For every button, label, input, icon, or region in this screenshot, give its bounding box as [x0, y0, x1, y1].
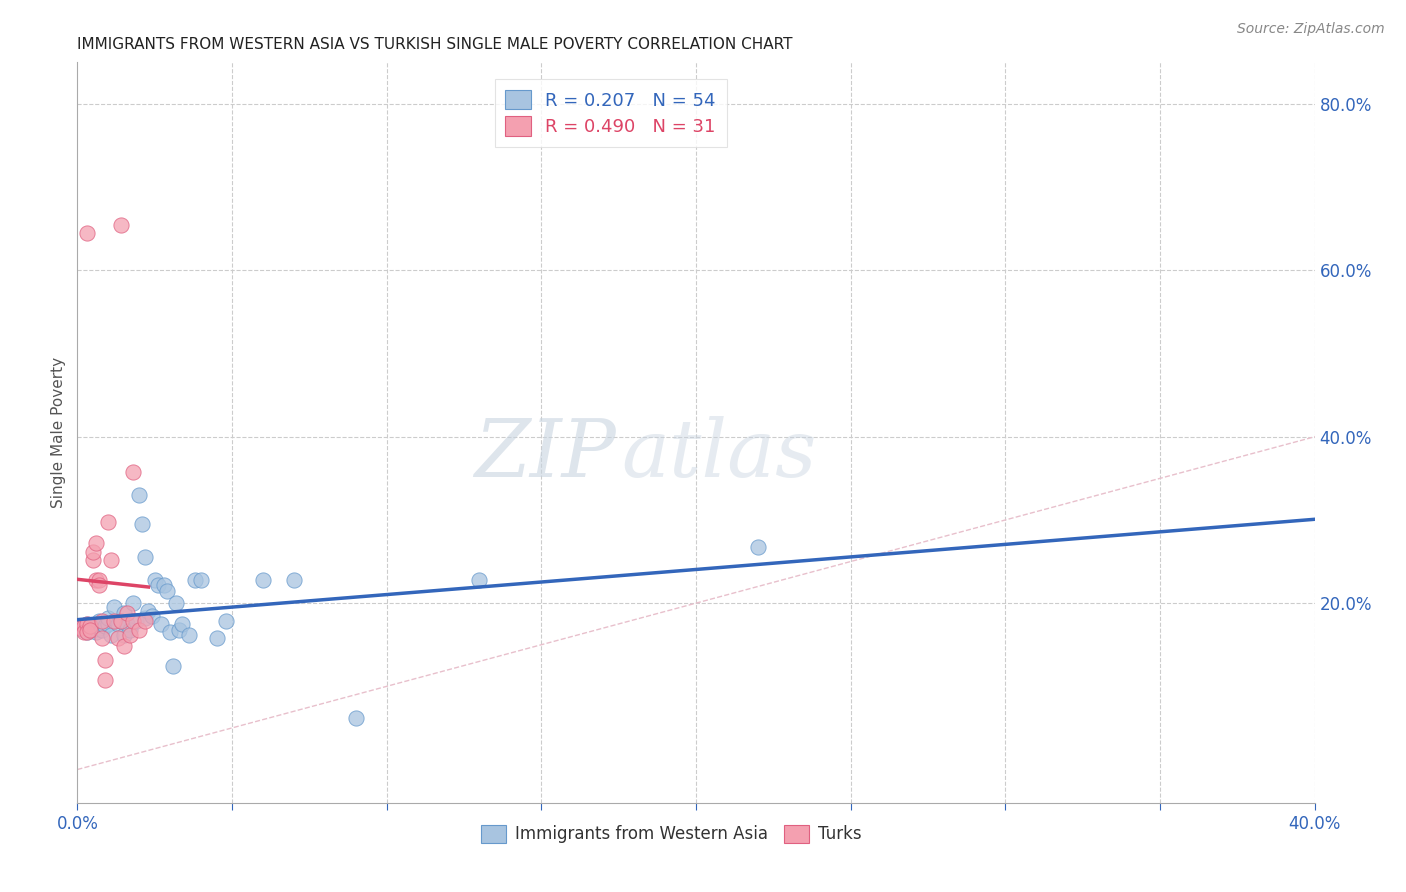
Point [76, 226, 98, 240]
Text: Source: ZipAtlas.com: Source: ZipAtlas.com [1237, 22, 1385, 37]
Point [128, 488, 150, 502]
Point [72, 619, 94, 633]
Point [84, 536, 107, 550]
Point [215, 615, 238, 629]
Point [134, 611, 156, 625]
Point [79, 623, 101, 637]
Point [69, 621, 91, 635]
Point [84, 625, 107, 640]
Point [76, 625, 98, 640]
Point [141, 608, 163, 623]
Point [184, 573, 207, 587]
Point [118, 628, 141, 642]
Point [107, 631, 129, 645]
Point [177, 628, 200, 642]
Point [122, 615, 145, 629]
Point [283, 573, 305, 587]
Point [100, 628, 122, 642]
Point [169, 623, 191, 637]
Point [190, 573, 212, 587]
Point [146, 578, 169, 592]
Point [94, 653, 117, 667]
Point [747, 540, 769, 554]
Text: ZIP: ZIP [474, 416, 616, 493]
Point [91, 631, 114, 645]
Point [103, 615, 125, 629]
Point [468, 573, 491, 587]
Point [100, 553, 122, 567]
Point [87, 615, 110, 629]
Point [205, 631, 228, 645]
Point [72, 623, 94, 637]
Point [110, 615, 132, 629]
Point [172, 616, 194, 631]
Point [84, 619, 107, 633]
Point [131, 517, 153, 532]
Legend: Immigrants from Western Asia, Turks: Immigrants from Western Asia, Turks [475, 818, 868, 850]
Point [76, 625, 98, 640]
Point [162, 658, 184, 673]
Point [138, 605, 160, 619]
Point [115, 616, 138, 631]
Point [79, 621, 101, 635]
Point [87, 621, 110, 635]
Point [143, 573, 166, 587]
Point [344, 711, 367, 725]
Point [82, 623, 104, 637]
Point [82, 553, 104, 567]
Point [79, 623, 101, 637]
Point [134, 615, 156, 629]
Point [125, 615, 148, 629]
Point [87, 573, 110, 587]
Point [118, 623, 141, 637]
Point [91, 623, 114, 637]
Point [153, 578, 176, 592]
Point [76, 616, 98, 631]
Point [82, 544, 104, 558]
Point [97, 611, 120, 625]
Point [110, 615, 132, 629]
Point [134, 550, 156, 565]
Point [159, 625, 181, 640]
Point [94, 619, 117, 633]
Point [87, 578, 110, 592]
Point [156, 583, 179, 598]
Point [149, 616, 172, 631]
Point [128, 623, 150, 637]
Point [252, 573, 274, 587]
Point [84, 573, 107, 587]
Point [115, 606, 138, 620]
Text: atlas: atlas [621, 416, 817, 493]
Point [69, 621, 91, 635]
Point [82, 618, 104, 632]
Point [110, 218, 132, 232]
Point [112, 628, 135, 642]
Point [72, 619, 94, 633]
Point [165, 596, 187, 610]
Point [97, 616, 120, 631]
Y-axis label: Single Male Poverty: Single Male Poverty [51, 357, 66, 508]
Point [122, 465, 145, 479]
Point [112, 606, 135, 620]
Point [112, 640, 135, 654]
Point [91, 616, 114, 631]
Point [72, 625, 94, 640]
Point [94, 673, 117, 687]
Point [76, 616, 98, 631]
Text: IMMIGRANTS FROM WESTERN ASIA VS TURKISH SINGLE MALE POVERTY CORRELATION CHART: IMMIGRANTS FROM WESTERN ASIA VS TURKISH … [77, 37, 793, 52]
Point [79, 619, 101, 633]
Point [122, 596, 145, 610]
Point [97, 515, 120, 529]
Point [107, 616, 129, 631]
Point [91, 615, 114, 629]
Point [103, 600, 125, 615]
